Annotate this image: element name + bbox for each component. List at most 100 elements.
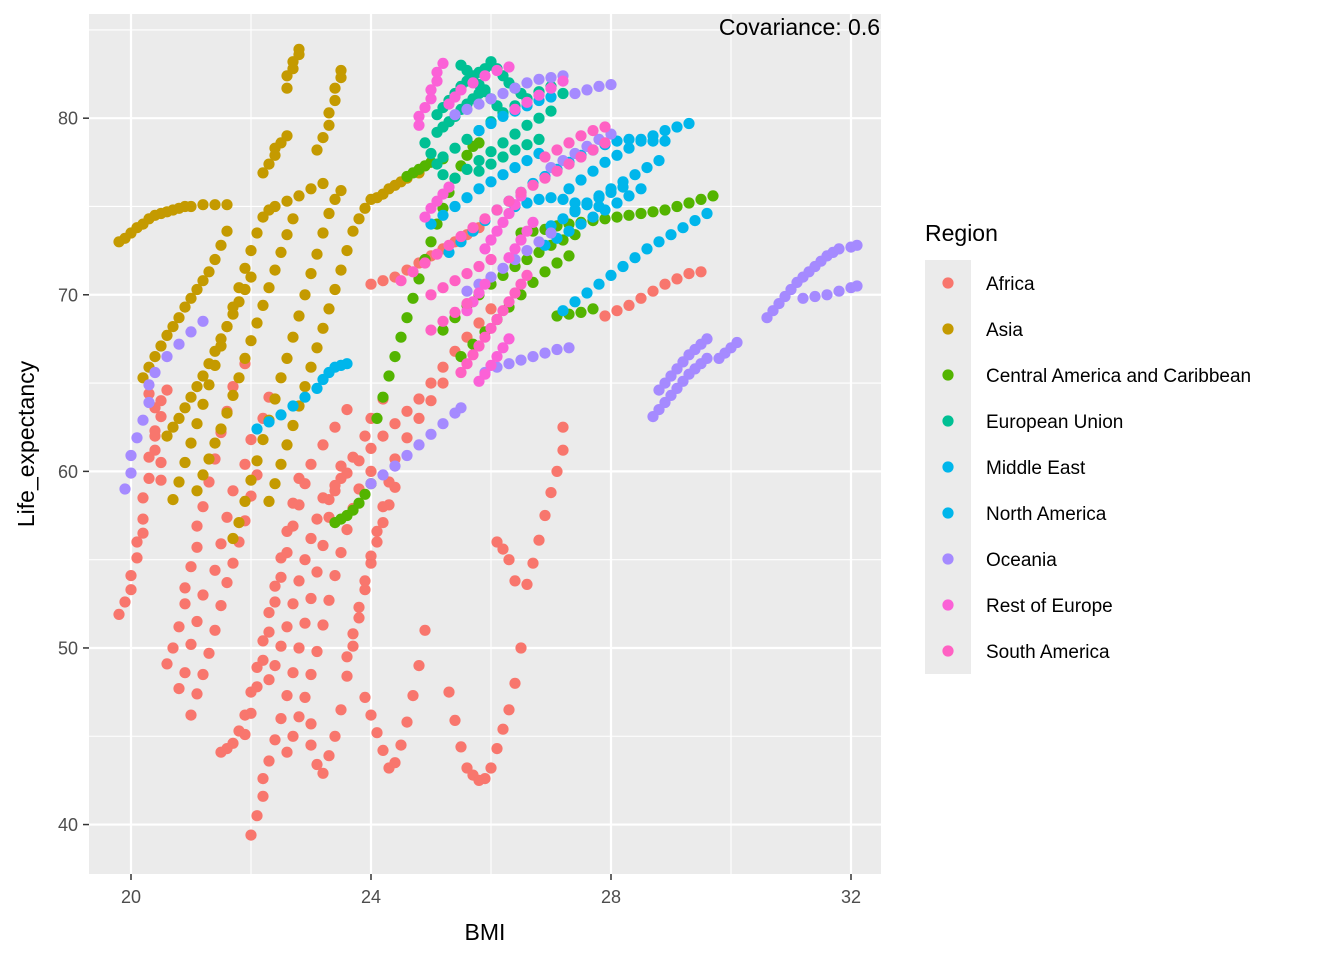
point-asia — [329, 94, 341, 107]
point-asia — [179, 456, 191, 469]
legend-key — [942, 323, 954, 335]
point-africa — [215, 538, 227, 550]
point-asia — [251, 455, 263, 467]
point-central-america-and-caribbean — [437, 324, 449, 336]
point-south-america — [443, 239, 455, 251]
point-oceania — [539, 347, 551, 359]
point-middle-east — [623, 142, 635, 154]
point-africa — [659, 278, 671, 290]
point-asia — [275, 372, 287, 384]
point-oceania — [161, 351, 173, 363]
point-asia — [239, 352, 251, 364]
point-asia — [179, 301, 191, 313]
point-africa — [209, 624, 221, 636]
point-european-union — [557, 87, 569, 100]
point-oceania — [809, 290, 821, 303]
point-middle-east — [605, 186, 617, 198]
point-asia — [191, 283, 203, 296]
point-africa — [473, 317, 485, 329]
point-africa — [521, 578, 533, 591]
legend-key — [942, 415, 954, 427]
point-africa — [455, 741, 467, 753]
point-africa — [257, 790, 269, 802]
point-european-union — [419, 137, 431, 149]
point-africa — [635, 292, 647, 304]
point-north-america — [659, 135, 671, 147]
point-oceania — [821, 289, 833, 301]
point-south-america — [431, 248, 443, 260]
point-asia — [275, 246, 287, 258]
point-africa — [413, 412, 425, 424]
point-south-america — [455, 230, 467, 243]
point-european-union — [461, 133, 473, 145]
point-asia — [275, 458, 287, 470]
point-south-america — [473, 340, 485, 352]
point-africa — [137, 513, 149, 525]
point-oceania — [545, 227, 557, 239]
point-european-union — [425, 147, 437, 160]
point-middle-east — [437, 209, 449, 221]
point-asia — [227, 532, 239, 545]
point-africa — [329, 570, 341, 582]
point-asia — [281, 229, 293, 241]
y-tick-label: 60 — [58, 462, 78, 482]
legend-key — [942, 645, 954, 657]
point-africa — [299, 617, 311, 629]
point-rest-of-europe — [503, 333, 515, 345]
point-central-america-and-caribbean — [359, 488, 371, 500]
point-middle-east — [569, 296, 581, 308]
point-south-america — [551, 165, 563, 177]
point-rest-of-europe — [515, 234, 527, 246]
point-european-union — [431, 158, 443, 170]
x-tick-label: 24 — [361, 887, 381, 907]
point-africa — [167, 642, 179, 654]
point-africa — [179, 582, 191, 594]
point-africa — [335, 704, 347, 716]
point-south-america — [515, 186, 527, 198]
point-central-america-and-caribbean — [389, 351, 401, 363]
point-oceania — [851, 239, 863, 251]
point-africa — [365, 709, 377, 721]
point-asia — [281, 82, 293, 94]
point-oceania — [149, 366, 161, 379]
point-oceania — [563, 342, 575, 354]
point-central-america-and-caribbean — [551, 257, 563, 269]
point-africa — [173, 683, 185, 695]
point-africa — [425, 395, 437, 407]
axis-tick-labels: 20 24 28 32 40 50 60 70 80 — [58, 109, 861, 907]
point-africa — [203, 647, 215, 659]
point-middle-east — [623, 190, 635, 202]
point-european-union — [509, 144, 521, 156]
point-asia — [203, 379, 215, 391]
point-asia — [257, 434, 269, 446]
point-middle-east — [287, 400, 299, 412]
point-africa — [317, 619, 329, 631]
point-oceania — [521, 245, 533, 257]
point-africa — [329, 730, 341, 742]
point-middle-east — [629, 169, 641, 181]
point-oceania — [119, 483, 131, 495]
point-africa — [311, 513, 323, 525]
point-asia — [233, 517, 245, 529]
point-africa — [161, 658, 173, 670]
point-oceania — [197, 315, 209, 327]
point-oceania — [455, 402, 467, 414]
point-oceania — [125, 449, 137, 462]
point-middle-east — [683, 117, 695, 130]
point-oceania — [545, 72, 557, 84]
legend-key — [942, 507, 954, 519]
point-africa — [287, 598, 299, 610]
point-middle-east — [659, 125, 671, 137]
point-asia — [233, 372, 245, 384]
point-oceania — [125, 467, 137, 479]
point-middle-east — [563, 183, 575, 195]
point-asia — [293, 43, 305, 55]
point-asia — [245, 335, 257, 347]
point-africa — [359, 691, 371, 704]
point-south-america — [437, 282, 449, 294]
point-asia — [167, 421, 179, 433]
point-rest-of-europe — [455, 84, 467, 96]
point-asia — [161, 430, 173, 442]
point-africa — [293, 575, 305, 587]
point-oceania — [473, 98, 485, 110]
